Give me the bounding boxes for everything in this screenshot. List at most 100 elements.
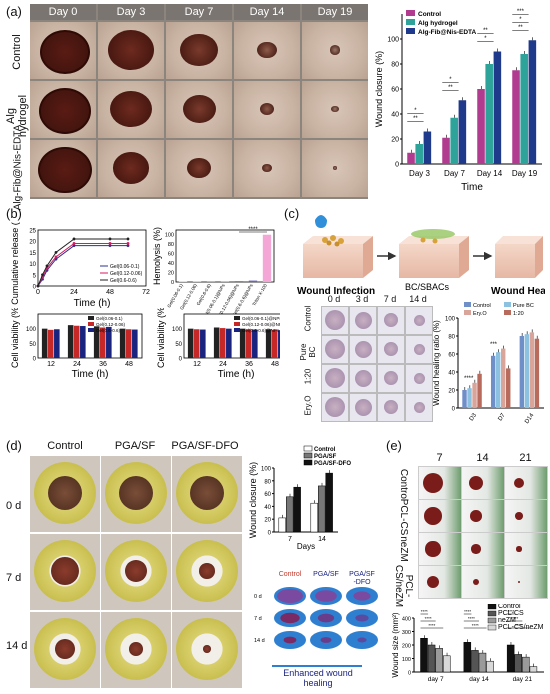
legend-label: Gel(0.6-0.6) bbox=[96, 328, 121, 333]
bar bbox=[490, 355, 496, 408]
bar bbox=[512, 70, 520, 164]
y-tick-label: 100 bbox=[165, 233, 174, 239]
wound-photo bbox=[461, 565, 505, 599]
wound-ellipse bbox=[280, 612, 300, 624]
wound-closure-chart-a: 0 20 40 60 80 100 Day 3 Day 7 Day 14 Day 19 Wound … bbox=[370, 4, 548, 202]
wound-photo bbox=[321, 335, 349, 364]
y-tick-label: 100 bbox=[261, 467, 272, 473]
panel-c-label: (c) bbox=[284, 206, 300, 221]
wound-photo bbox=[349, 393, 377, 422]
bar bbox=[193, 329, 200, 358]
data-point bbox=[72, 244, 76, 248]
row-label: 14 d bbox=[6, 640, 28, 652]
y-tick-label: 40 bbox=[168, 261, 174, 267]
data-point bbox=[126, 244, 130, 248]
panel-d-photo-grid bbox=[30, 456, 244, 688]
x-tick-label: D7 bbox=[497, 412, 507, 422]
legend-label: Gel(0.6-0.6)@NPs bbox=[242, 328, 280, 333]
bar bbox=[534, 338, 540, 408]
wound-photo bbox=[321, 364, 349, 393]
x-tick-label: 24 bbox=[73, 361, 81, 368]
y-axis-label: Wound closure (%) bbox=[374, 51, 384, 127]
cell-viability-chart-1: 0 50 100 12 24 36 48 Gel(0.06-0.1)Gel(0.12-0.06… bbox=[10, 308, 143, 380]
day-header: 14 bbox=[476, 452, 489, 464]
row-label: Control bbox=[303, 305, 313, 332]
data-point bbox=[72, 237, 76, 241]
y-tick-label: 100 bbox=[445, 317, 456, 323]
data-point bbox=[108, 237, 112, 241]
bar bbox=[99, 327, 106, 358]
day-header: 14 d bbox=[409, 294, 427, 304]
wound-closure-chart-d: 0 20 40 60 80 100 7 14 Wound closure (%) Days Cont… bbox=[248, 445, 351, 551]
y-tick-label: 60 bbox=[448, 353, 455, 359]
day-header: Day 3 bbox=[98, 4, 164, 20]
wound-photo bbox=[321, 393, 349, 422]
wound-photo bbox=[172, 612, 242, 688]
schematic-label: Wound Infection bbox=[297, 286, 375, 296]
row-label: 1:20 bbox=[303, 368, 313, 385]
wound-photo bbox=[418, 499, 462, 533]
legend-label: Gel(0.6-0.6) bbox=[110, 278, 137, 284]
legend-swatch bbox=[504, 302, 511, 307]
wound-ellipse bbox=[283, 636, 297, 644]
legend-swatch bbox=[303, 445, 313, 452]
legend-label: Pure BC bbox=[513, 303, 534, 309]
wound-ellipse bbox=[277, 589, 303, 603]
y-tick-label: 25 bbox=[29, 229, 36, 235]
y-tick-label: 50 bbox=[29, 342, 36, 348]
y-tick-label: 20 bbox=[264, 518, 271, 524]
row-label: Control bbox=[11, 34, 23, 70]
y-tick-label: 80 bbox=[168, 242, 174, 248]
bar bbox=[478, 652, 487, 673]
significance-label: **** bbox=[248, 227, 258, 233]
y-tick-label: 100 bbox=[402, 657, 411, 663]
bar bbox=[493, 51, 502, 164]
wound-photo bbox=[349, 364, 377, 393]
y-tick-label: 15 bbox=[29, 251, 36, 257]
x-tick-label: D14 bbox=[524, 412, 536, 425]
x-tick-label: 36 bbox=[99, 361, 107, 368]
bar bbox=[415, 144, 423, 164]
y-tick-label: 20 bbox=[448, 389, 455, 395]
significance-label: ** bbox=[518, 25, 523, 31]
y-tick-label: 0 bbox=[395, 162, 399, 169]
day-header: 7 d bbox=[383, 294, 397, 304]
x-tick-label: day 7 bbox=[428, 676, 444, 683]
bar bbox=[310, 502, 318, 533]
bar bbox=[467, 388, 472, 408]
legend-label: Gel(0.12-0.06)@NPs bbox=[242, 322, 280, 327]
y-tick-label: 400 bbox=[402, 617, 411, 623]
data-point bbox=[126, 237, 130, 241]
panel-d-col-headers: Control PGA/SF PGA/SF-DFO bbox=[30, 440, 240, 454]
bar bbox=[252, 329, 258, 358]
significance-label: **** bbox=[472, 623, 479, 628]
panel-a-photo-grid: Day 0 Day 3 Day 7 Day 14 Day 19 bbox=[30, 4, 368, 199]
legend-swatch bbox=[406, 19, 415, 25]
plot-frame bbox=[37, 229, 147, 287]
panel-d-label: (d) bbox=[6, 438, 22, 453]
y-tick-label: 20 bbox=[391, 137, 399, 144]
y-tick-label: 40 bbox=[448, 371, 455, 377]
wound-photo bbox=[504, 565, 548, 599]
wound-photo bbox=[172, 534, 242, 610]
significance-label: **** bbox=[511, 616, 518, 621]
legend-label: Alg-Fib@Nis-EDTA bbox=[418, 29, 477, 36]
schematic-column-label: PGA/SF bbox=[349, 571, 375, 578]
legend-label: Gel(0.06-0.1) bbox=[96, 316, 123, 321]
bar bbox=[73, 325, 80, 358]
significance-label: * bbox=[519, 17, 522, 23]
bar bbox=[67, 325, 74, 358]
data-point bbox=[45, 264, 49, 268]
legend-swatch bbox=[234, 316, 240, 320]
data-point bbox=[36, 284, 40, 288]
x-tick-label: 14 bbox=[318, 536, 326, 543]
wound-photo bbox=[30, 140, 96, 197]
x-axis-label: Time (h) bbox=[72, 369, 109, 380]
data-point bbox=[54, 255, 58, 259]
bar bbox=[132, 329, 138, 358]
legend-swatch bbox=[487, 624, 497, 631]
bar bbox=[485, 64, 493, 164]
wound-photo bbox=[405, 306, 433, 335]
wound-photo bbox=[166, 22, 232, 79]
significance-label: ** bbox=[448, 85, 453, 91]
